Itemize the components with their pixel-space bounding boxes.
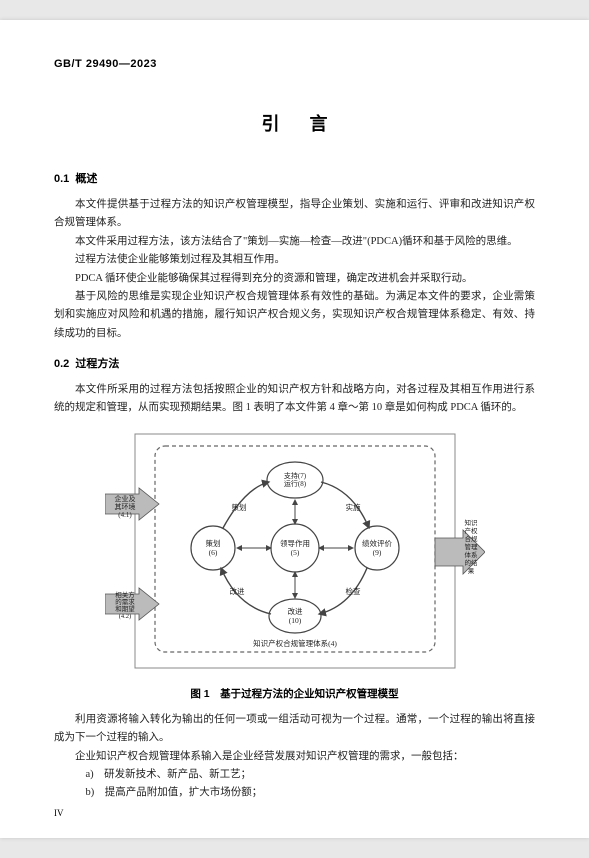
diagram-left-label-1: 企业及其环境(4.1) <box>114 494 135 519</box>
section-num: 0.1 <box>54 173 69 185</box>
pdca-diagram-container: 企业及其环境(4.1) 相关方的需求和期望(4.2) 知识产权合规管理体系的结果… <box>54 428 535 678</box>
list-item-b: b) 提高产品附加值，扩大市场份额； <box>54 784 535 802</box>
section-heading-01: 0.1 概述 <box>54 170 535 186</box>
figure-caption: 图 1 基于过程方法的企业知识产权管理模型 <box>54 686 535 701</box>
pdca-diagram: 企业及其环境(4.1) 相关方的需求和期望(4.2) 知识产权合规管理体系的结果… <box>105 428 485 678</box>
arrow-label-do: 实施 <box>345 502 360 512</box>
section-num: 0.2 <box>54 358 69 370</box>
diagram-top-node: 支持(7)运行(8) <box>283 471 306 488</box>
paragraph: 过程方法使企业能够策划过程及其相互作用。 <box>54 251 535 269</box>
arrow-label-check: 检查 <box>345 586 360 596</box>
paragraph: 本文件提供基于过程方法的知识产权管理模型，指导企业策划、实施和运行、评审和改进知… <box>54 196 535 233</box>
paragraph: 本文件所采用的过程方法包括按照企业的知识产权方针和战略方向，对各过程及其相互作用… <box>54 381 535 418</box>
paragraph: 利用资源将输入转化为输出的任何一项或一组活动可视为一个过程。通常，一个过程的输出… <box>54 711 535 748</box>
page-number: IV <box>54 808 64 818</box>
paragraph: 基于风险的思维是实现企业知识产权合规管理体系有效性的基础。为满足本文件的要求，企… <box>54 288 535 343</box>
paragraph: PDCA 循环使企业能够确保其过程得到充分的资源和管理，确定改进机会并采取行动。 <box>54 270 535 288</box>
main-title: 引言 <box>54 110 535 136</box>
diagram-bottom-node: 改进(10) <box>287 606 302 625</box>
document-page: GB/T 29490—2023 引言 0.1 概述 本文件提供基于过程方法的知识… <box>0 20 589 838</box>
arrow-label-act: 改进 <box>229 586 244 596</box>
paragraph: 企业知识产权合规管理体系输入是企业经营发展对知识产权管理的需求，一般包括： <box>54 748 535 766</box>
diagram-bottom-caption: 知识产权合规管理体系(4) <box>253 638 337 648</box>
diagram-right-label: 知识产权合规管理体系的结果 <box>464 518 478 575</box>
section-title: 过程方法 <box>75 358 119 370</box>
list-item-a: a) 研发新技术、新产品、新工艺； <box>54 766 535 784</box>
section-heading-02: 0.2 过程方法 <box>54 355 535 371</box>
arrow-label-plan: 策划 <box>231 502 246 512</box>
paragraph: 本文件采用过程方法，该方法结合了"策划—实施—检查—改进"(PDCA)循环和基于… <box>54 233 535 251</box>
section-title: 概述 <box>75 173 97 185</box>
document-id: GB/T 29490—2023 <box>54 58 535 70</box>
diagram-left-label-2: 相关方的需求和期望(4.2) <box>115 590 135 620</box>
